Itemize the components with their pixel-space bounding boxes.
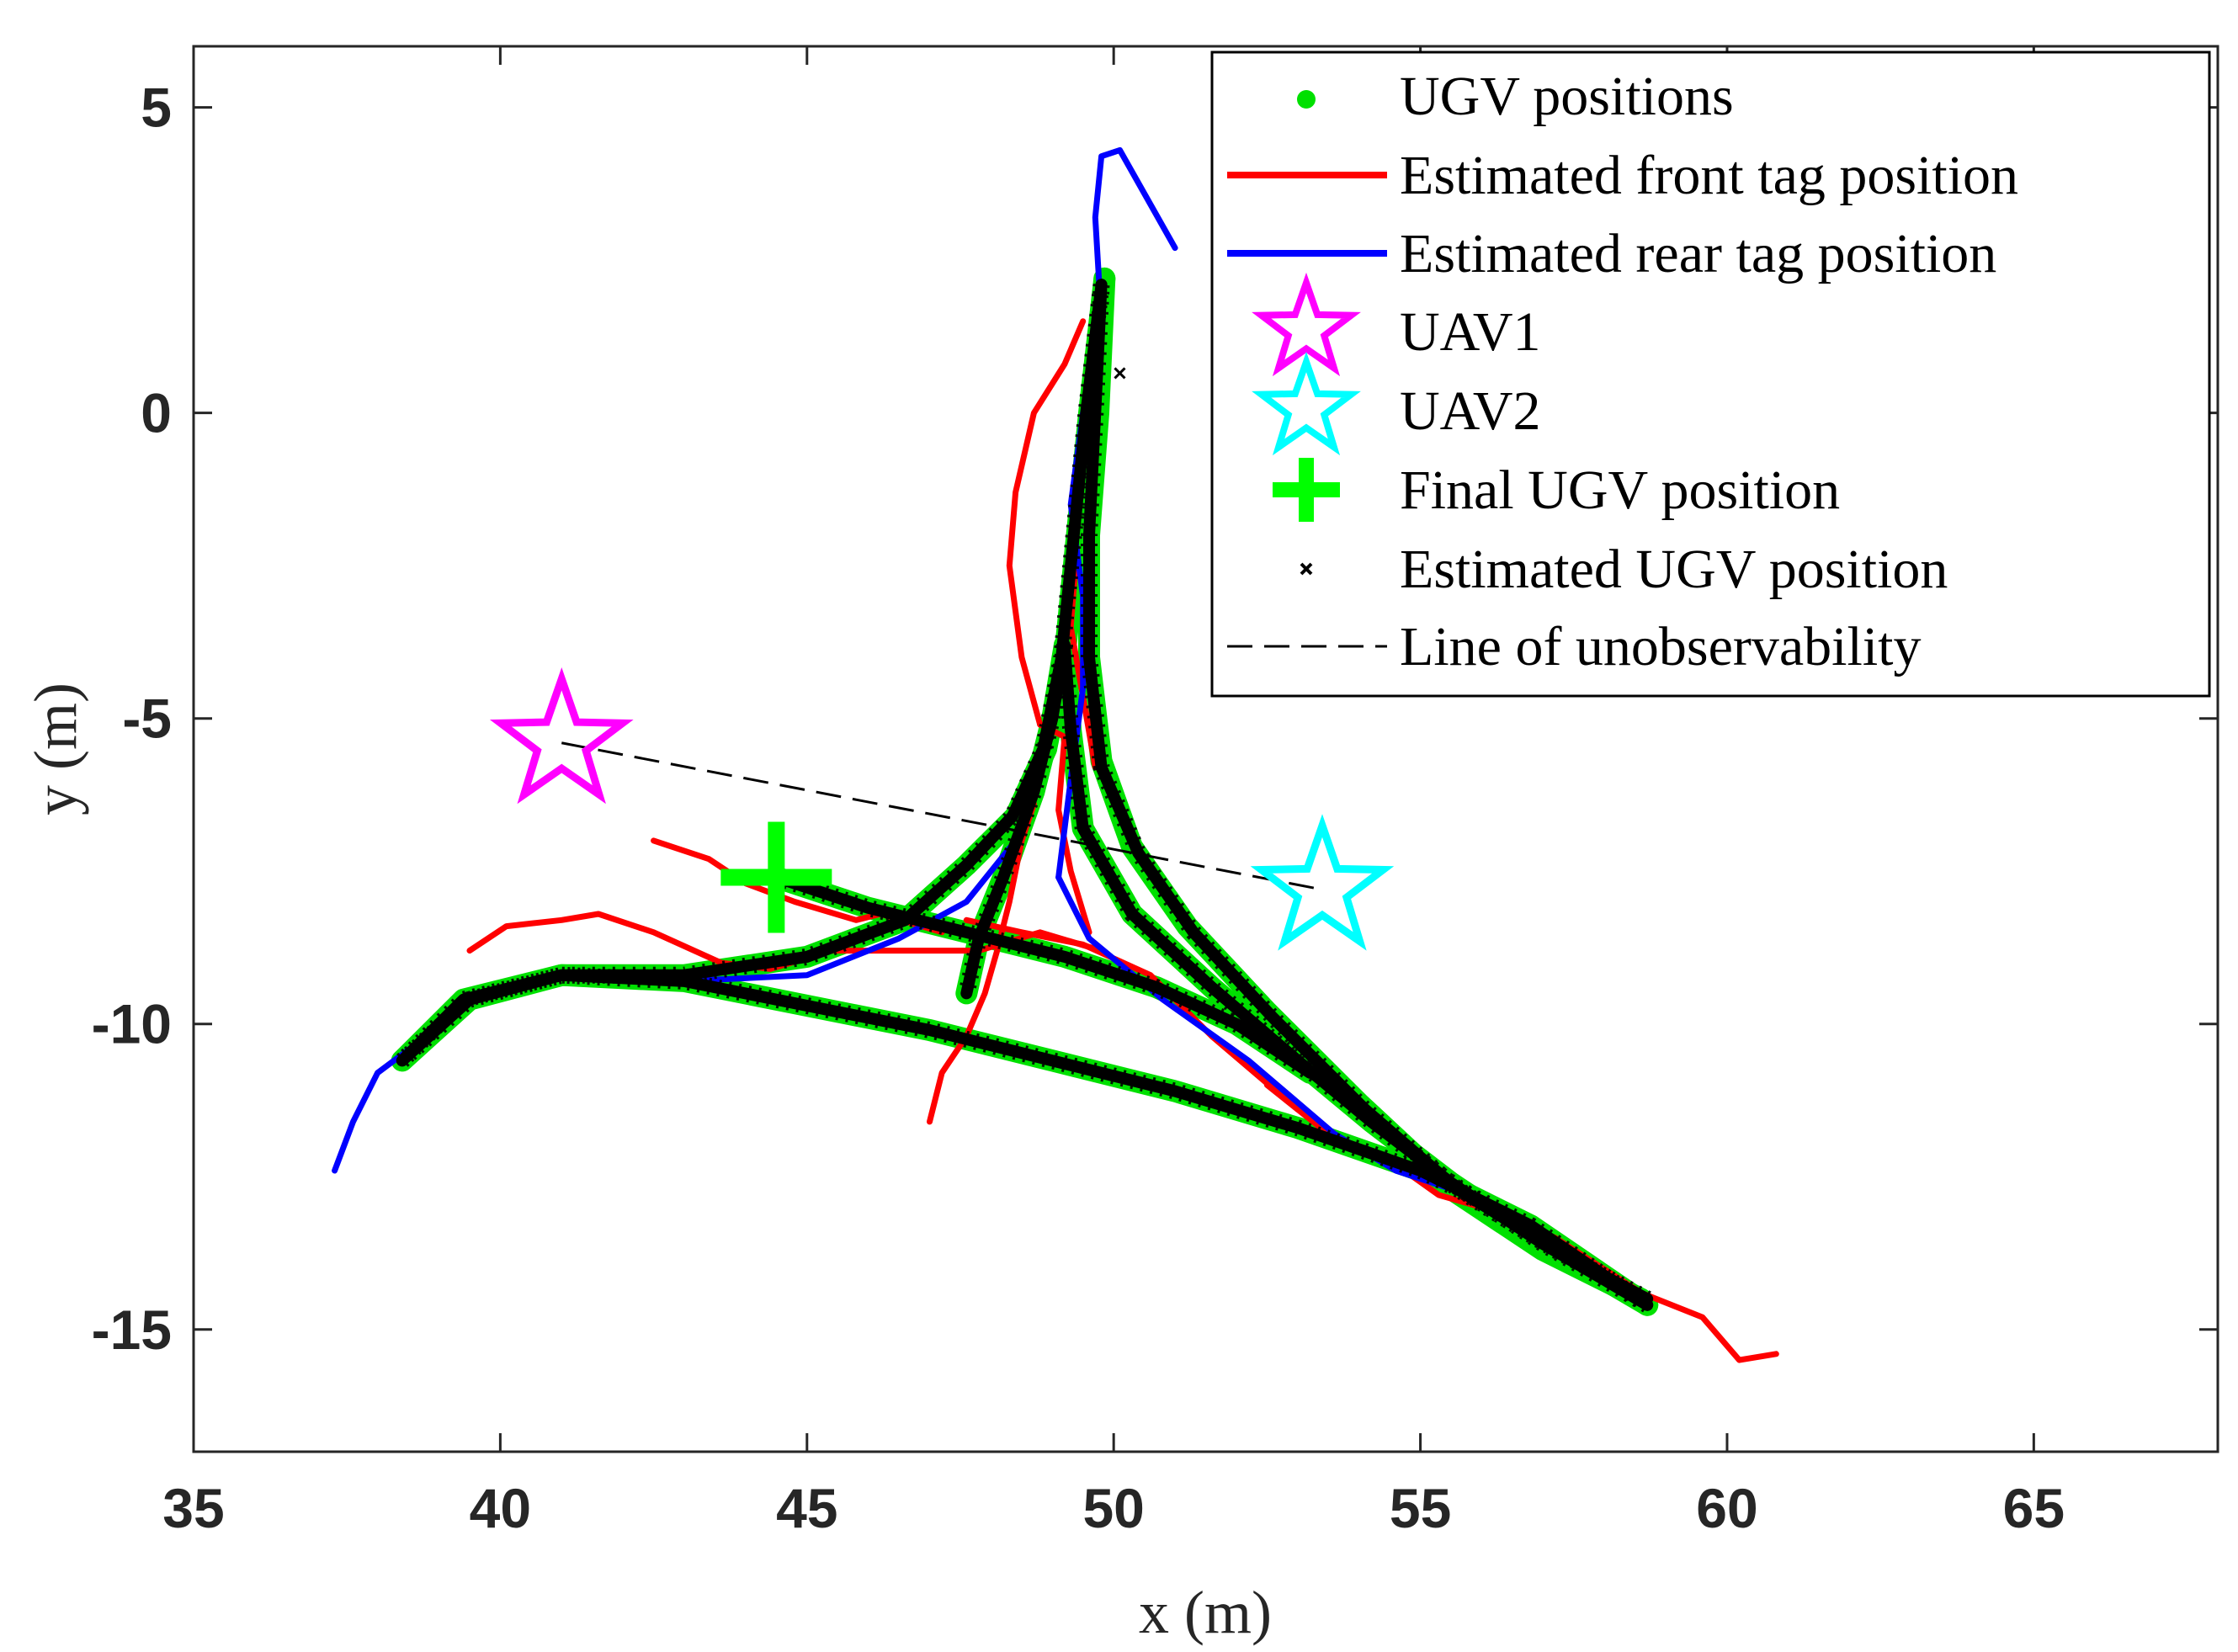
- legend-label-front-tag: Estimated front tag position: [1400, 145, 2018, 206]
- legend: UGV positions Estimated front tag positi…: [1210, 50, 2211, 698]
- series-estimated-front-tag-position-path-2: [927, 800, 1037, 1125]
- y-tick-label--15: -15: [92, 1299, 172, 1361]
- x-tick-label-40: 40: [470, 1477, 531, 1539]
- legend-item-rear-tag: Estimated rear tag position: [1227, 223, 1996, 284]
- uav1-star-marker: [489, 667, 634, 805]
- legend-box: [1210, 50, 2211, 698]
- x-axis-label: x (m): [1139, 1579, 1272, 1646]
- legend-item-ugv-positions: UGV positions: [1297, 66, 1734, 127]
- series-estimated-ugv-markers-4: [958, 643, 1073, 996]
- legend-item-estimated-ugv: Estimated UGV position: [1300, 539, 1948, 600]
- line-of-unobservability: [561, 741, 1323, 891]
- legend-item-front-tag: Estimated front tag position: [1227, 145, 2018, 206]
- final-ugv-plus-marker: [720, 821, 832, 933]
- legend-marker-black-x: [1300, 562, 1313, 576]
- estimated-ugv-point-0: [1114, 367, 1126, 380]
- y-tick-label-0: 0: [141, 382, 172, 444]
- y-tick-label-5: 5: [141, 77, 172, 139]
- legend-marker-magenta-star: [1252, 272, 1361, 377]
- legend-item-final-ugv: Final UGV position: [1273, 458, 1840, 522]
- legend-label-uav1: UAV1: [1400, 301, 1540, 363]
- uav2-star-marker: [1250, 814, 1395, 951]
- legend-item-uav1: UAV1: [1252, 272, 1540, 377]
- series-estimated-ugv-markers-0: [1081, 284, 1651, 1307]
- plot-frame: [192, 45, 2219, 1453]
- legend-label-uav2: UAV2: [1400, 380, 1540, 442]
- y-tick-label--10: -10: [92, 993, 172, 1055]
- y-tick-label--5: -5: [122, 688, 172, 750]
- data-layer: [332, 146, 1779, 1363]
- legend-label-unobservability: Line of unobservability: [1400, 616, 1922, 677]
- series-estimated-front-tag-position-path-6: [1037, 721, 1092, 936]
- x-tick-label-35: 35: [162, 1477, 224, 1539]
- legend-label-ugv-positions: UGV positions: [1400, 66, 1734, 127]
- series-estimated-ugv-position-path-3: [1058, 639, 1654, 1311]
- series-estimated-front-tag-position-path-5: [1006, 318, 1087, 728]
- legend-marker-green-dot: [1297, 90, 1316, 109]
- series-estimated-ugv-position-path-5: [770, 871, 1316, 1079]
- legend-label-rear-tag: Estimated rear tag position: [1400, 223, 1996, 284]
- x-tick-label-55: 55: [1390, 1477, 1451, 1539]
- legend-label-final-ugv: Final UGV position: [1400, 459, 1840, 521]
- x-tick-label-45: 45: [776, 1477, 837, 1539]
- legend-marker-cyan-star: [1252, 351, 1361, 456]
- y-axis-label: y (m): [22, 683, 89, 815]
- x-tick-label-60: 60: [1696, 1477, 1757, 1539]
- x-tick-label-65: 65: [2003, 1477, 2065, 1539]
- x-tick-label-50: 50: [1082, 1477, 1144, 1539]
- legend-item-unobservability: Line of unobservability: [1227, 616, 1922, 677]
- legend-label-estimated-ugv: Estimated UGV position: [1400, 539, 1948, 600]
- series-estimated-ugv-position: [396, 279, 1654, 1313]
- legend-item-uav2: UAV2: [1252, 351, 1540, 456]
